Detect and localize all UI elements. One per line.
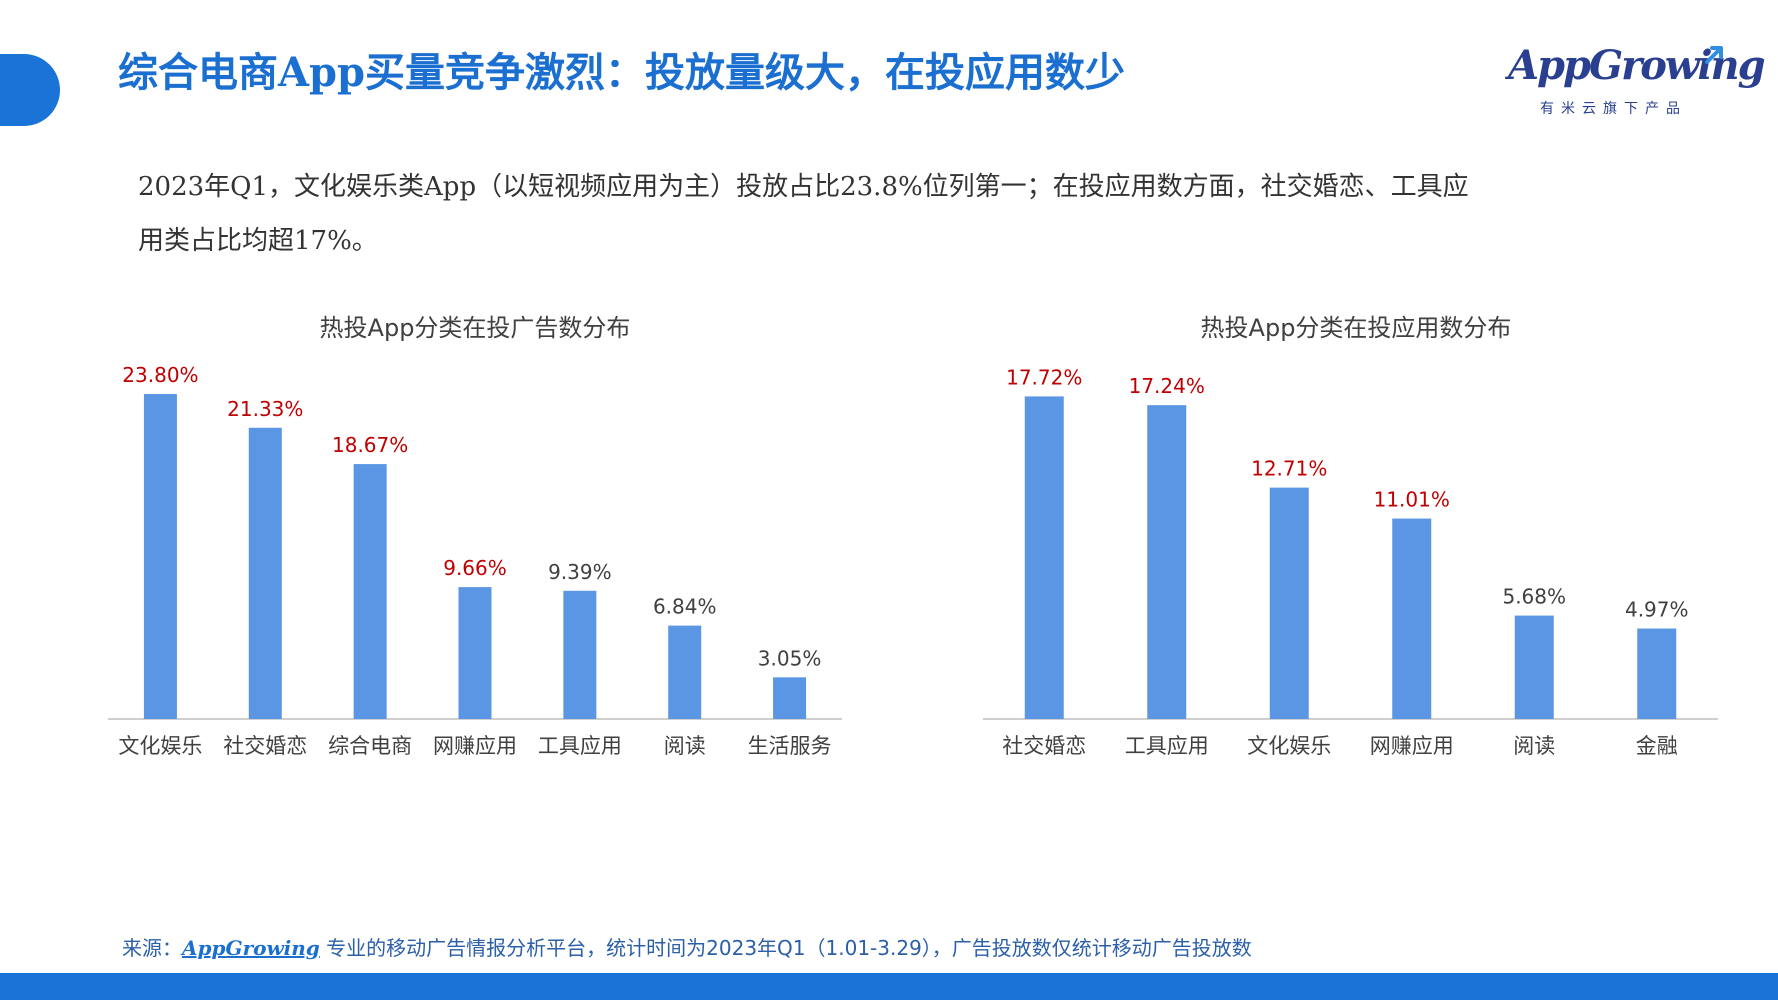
bar [1269,487,1309,719]
bar [1637,628,1677,719]
source-label: 来源： [122,936,182,960]
section-tab-marker [0,54,60,126]
intro-paragraph: 2023年Q1，文化娱乐类App（以短视频应用为主）投放占比23.8%位列第一；… [138,172,1469,256]
source-note: 来源：AppGrowing 专业的移动广告情报分析平台，统计时间为2023年Q1… [122,932,1252,961]
data-label: 3.05% [758,646,822,670]
chart-ad-distribution: 热投App分类在投广告数分布 23.80% 文化娱乐 21.33% 社交婚恋 18.67… [100,300,850,780]
bar [668,625,702,719]
chart-title: 热投App分类在投广告数分布 [319,314,631,342]
data-label: 17.72% [1006,365,1082,389]
x-tick-label: 社交婚恋 [1002,734,1086,758]
data-label: 23.80% [122,363,198,387]
bar [143,394,177,719]
data-label: 11.01% [1374,488,1450,512]
x-tick-label: 生活服务 [748,734,832,758]
logo-subtitle: 有米云旗下产品 [1540,101,1687,117]
data-label: 21.33% [227,397,303,421]
chart-title: 热投App分类在投应用数分布 [1200,314,1512,342]
bar [353,464,387,719]
data-label: 9.39% [548,560,612,584]
bar-chart-ad-count: 23.80% 文化娱乐 21.33% 社交婚恋 18.67% 综合电商 9.66% 网赚应用 9… [108,363,842,758]
bar [563,590,597,719]
data-label: 12.71% [1251,457,1327,481]
data-label: 18.67% [332,433,408,457]
x-tick-label: 工具应用 [1125,734,1209,758]
x-tick-label: 金融 [1636,734,1678,758]
data-label: 6.84% [653,595,717,619]
page-title: 综合电商App买量竞争激烈：投放量级大，在投应用数少 [118,49,1125,96]
source-brand-link[interactable]: AppGrowing [182,936,320,960]
bar-chart-app-count: 17.72% 社交婚恋 17.24% 工具应用 12.71% 文化娱乐 11.01% 网赚应用… [983,365,1718,758]
bar [458,587,492,719]
chart-app-distribution: 热投App分类在投应用数分布 17.72% 社交婚恋 17.24% 工具应用 12.71… [976,300,1736,780]
x-tick-label: 工具应用 [538,734,622,758]
x-tick-label: 社交婚恋 [223,734,307,758]
bar [248,427,282,719]
data-label: 9.66% [443,556,507,580]
data-label: 5.68% [1502,585,1566,609]
x-tick-label: 阅读 [664,734,706,758]
data-label: 4.97% [1625,598,1689,622]
x-tick-label: 文化娱乐 [118,734,202,758]
bar [1514,615,1554,719]
data-label: 17.24% [1129,374,1205,398]
appgrowing-logo: AppGrowing 有米云旗下产品 [1508,42,1766,124]
source-text: 专业的移动广告情报分析平台，统计时间为2023年Q1（1.01-3.29），广告… [326,936,1252,960]
bar [1147,405,1187,719]
x-tick-label: 网赚应用 [433,734,517,758]
x-tick-label: 文化娱乐 [1247,734,1331,758]
bar [1392,518,1432,719]
footer-bar [0,973,1778,1000]
bar [773,677,807,719]
bar [1024,396,1064,719]
growth-arrow-icon [1705,46,1723,64]
x-tick-label: 网赚应用 [1370,734,1454,758]
x-tick-label: 阅读 [1513,734,1555,758]
x-tick-label: 综合电商 [328,734,412,758]
